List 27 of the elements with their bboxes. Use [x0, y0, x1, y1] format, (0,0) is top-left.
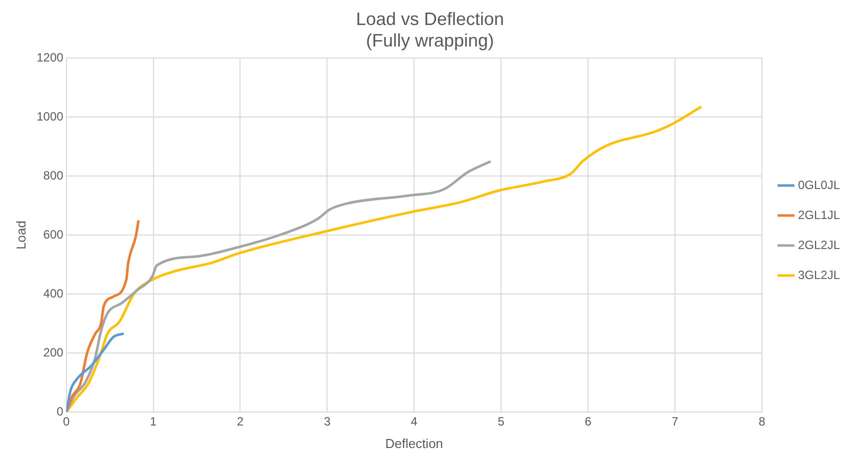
- y-tick-label: 0: [56, 404, 64, 418]
- y-tick-label: 1000: [36, 109, 64, 124]
- y-tick-label: 1200: [36, 50, 64, 65]
- line-series: [66, 332, 125, 412]
- chart-title: Load vs Deflection: [356, 8, 504, 29]
- x-tick-label: 5: [498, 414, 505, 429]
- x-tick-label: 1: [150, 414, 157, 429]
- y-tick-label: 600: [43, 227, 64, 242]
- y-tick-label: 800: [43, 168, 64, 182]
- legend-label: 0GL0JL: [798, 178, 840, 192]
- x-axis-title: Deflection: [385, 436, 444, 451]
- x-tick-label: 2: [236, 414, 244, 429]
- legend-label: 2GL1JL: [798, 208, 840, 222]
- x-tick-label: 3: [324, 414, 331, 429]
- line-series: [66, 219, 140, 412]
- x-tick-label: 6: [584, 414, 592, 429]
- x-tick-label: 7: [672, 414, 679, 429]
- legend-label: 3GL2JL: [798, 268, 840, 282]
- y-axis-title: Load: [13, 220, 28, 250]
- line-series: [66, 106, 702, 412]
- line-series: [66, 160, 492, 412]
- y-tick-label: 400: [43, 286, 64, 300]
- x-tick-label: 8: [758, 414, 766, 429]
- chart-subtitle: (Fully wrapping): [366, 30, 494, 50]
- y-tick-label: 200: [43, 345, 64, 360]
- x-tick-label: 4: [410, 414, 418, 429]
- legend-label: 2GL2JL: [798, 238, 840, 252]
